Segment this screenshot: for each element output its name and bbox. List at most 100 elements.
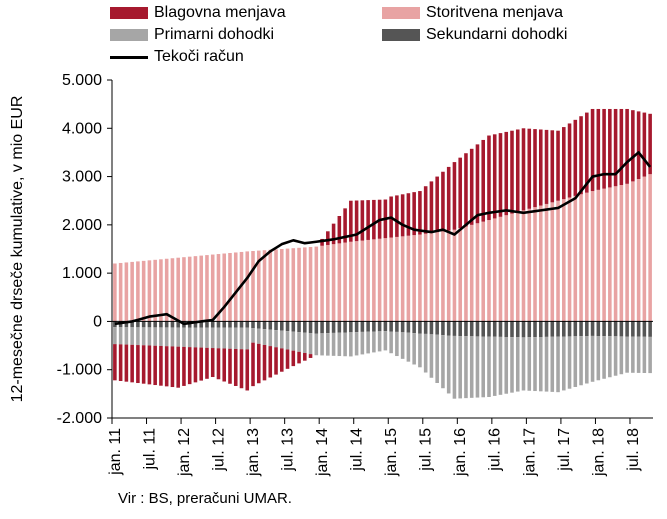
x-tick-label: jul. 13 <box>280 428 297 472</box>
sekundarni-bar <box>164 321 169 328</box>
sekundarni-bar <box>608 321 612 337</box>
legend-swatch-primarni <box>110 29 148 41</box>
storitvena-bar <box>377 238 382 322</box>
primarni-bar <box>452 335 457 399</box>
sekundarni-bar <box>469 321 474 337</box>
legend-label-sekundarni: Sekundarni dohodki <box>426 26 568 43</box>
storitvena-bar <box>343 242 347 322</box>
x-tick-label: jan. 11 <box>107 428 124 476</box>
sekundarni-bar <box>176 321 180 328</box>
primarni-bar <box>435 334 439 383</box>
x-tick-label: jan. 16 <box>452 428 469 477</box>
sekundarni-bar <box>268 321 273 330</box>
primarni-bar <box>389 331 393 354</box>
storitvena-bar <box>360 240 365 322</box>
storitvena-bar <box>326 244 330 322</box>
sekundarni-bar <box>297 321 301 333</box>
legend-swatch-blagovna <box>110 7 148 19</box>
legend: Blagovna menjava Storitvena menjava Prim… <box>110 2 650 68</box>
sekundarni-bar <box>585 321 589 337</box>
x-tick-label: jul. 14 <box>349 428 366 472</box>
storitvena-bar <box>613 186 618 322</box>
x-tick-label: jul. 12 <box>210 428 227 472</box>
blagovna-bar <box>504 131 509 216</box>
y-tick-label: 5.000 <box>62 72 102 89</box>
storitvena-bar <box>147 260 152 322</box>
storitvena-bar <box>636 178 641 322</box>
storitvena-bar <box>631 181 635 322</box>
storitvena-bar <box>216 254 221 322</box>
legend-label-primarni: Primarni dohodki <box>154 26 275 43</box>
sekundarni-bar <box>412 321 416 334</box>
primarni-bar <box>458 336 462 399</box>
legend-label-blagovna: Blagovna menjava <box>154 4 286 21</box>
sekundarni-bar <box>291 321 296 332</box>
storitvena-bar <box>590 191 595 322</box>
primarni-bar <box>326 333 330 356</box>
blagovna-bar <box>608 108 612 188</box>
sekundarni-bar <box>314 321 319 334</box>
blagovna-bar <box>596 108 601 190</box>
blagovna-bar <box>418 191 422 235</box>
primarni-bar <box>176 327 180 347</box>
storitvena-bar <box>544 203 549 322</box>
sekundarni-bar <box>556 321 560 337</box>
sekundarni-bar <box>464 321 468 337</box>
sekundarni-bar <box>256 321 261 329</box>
primarni-bar <box>446 335 451 394</box>
primarni-bar <box>642 336 647 373</box>
blagovna-bar <box>187 347 192 385</box>
primarni-bar <box>256 328 261 344</box>
primarni-bar <box>423 333 428 373</box>
blagovna-bar <box>521 128 526 211</box>
primarni-bar <box>631 336 635 373</box>
sekundarni-bar <box>406 321 411 333</box>
sekundarni-bar <box>487 321 491 337</box>
blagovna-bar <box>210 348 215 378</box>
primarni-bar <box>596 336 601 381</box>
y-axis-title: 12-mesečne drseče kumulative, v mio EUR <box>9 96 26 403</box>
primarni-bar <box>297 332 301 352</box>
storitvena-bar <box>458 228 462 322</box>
primarni-bar <box>515 337 520 392</box>
blagovna-bar <box>233 348 238 386</box>
sekundarni-bar <box>452 321 457 336</box>
sekundarni-bar <box>602 321 606 337</box>
blagovna-bar <box>538 129 543 206</box>
blagovna-bar <box>164 346 169 387</box>
storitvena-bar <box>389 237 393 322</box>
primarni-bar <box>170 327 175 347</box>
primarni-bar <box>400 332 405 359</box>
sekundarni-bar <box>366 321 370 332</box>
blagovna-bar <box>349 200 353 242</box>
x-tick-label: jul. 18 <box>625 428 642 472</box>
sekundarni-bar <box>631 321 635 337</box>
blagovna-bar <box>199 347 203 381</box>
blagovna-bar <box>113 344 117 381</box>
primarni-bar <box>441 335 445 389</box>
primarni-bar <box>343 332 347 357</box>
blagovna-bar <box>602 108 606 189</box>
storitvena-bar <box>349 241 353 322</box>
primarni-bar <box>406 332 411 362</box>
sekundarni-bar <box>613 321 618 337</box>
primarni-bar <box>429 334 434 378</box>
blagovna-bar <box>590 108 595 192</box>
x-tick-label: jul. 11 <box>141 428 158 471</box>
primarni-bar <box>556 336 560 393</box>
sekundarni-bar <box>320 321 324 334</box>
primarni-bar <box>182 327 186 347</box>
blagovna-bar <box>429 181 434 233</box>
y-tick-label: -1.000 <box>57 362 102 379</box>
blagovna-bar <box>170 346 175 388</box>
blagovna-bar <box>193 347 198 383</box>
sekundarni-bar <box>579 321 583 337</box>
storitvena-bar <box>130 261 134 322</box>
blagovna-bar <box>636 111 641 179</box>
sekundarni-bar <box>475 321 480 337</box>
sekundarni-bar <box>245 321 250 328</box>
y-tick-label: 4.000 <box>62 120 102 137</box>
x-tick-label: jan. 12 <box>176 428 193 477</box>
storitvena-bar <box>193 256 198 322</box>
primarni-bar <box>262 329 267 345</box>
